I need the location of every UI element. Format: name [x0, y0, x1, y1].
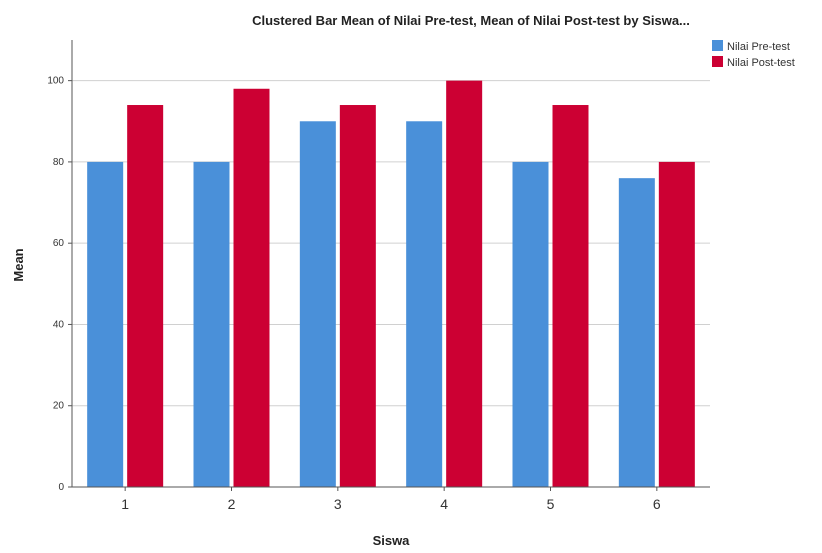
bar-nilai-pre-test-1 [87, 161, 124, 487]
x-tick-label: 1 [121, 496, 129, 512]
bars [87, 80, 695, 488]
x-tick-label: 2 [228, 496, 236, 512]
x-tick-label: 4 [440, 496, 448, 512]
x-tick-label: 5 [547, 496, 555, 512]
bar-nilai-pre-test-6 [618, 178, 655, 487]
legend-label: Nilai Pre-test [727, 41, 790, 53]
bar-nilai-post-test-2 [233, 88, 270, 487]
x-tick-label: 3 [334, 496, 342, 512]
legend-swatch [712, 56, 723, 67]
bar-nilai-pre-test-5 [512, 161, 549, 487]
bar-nilai-pre-test-2 [193, 161, 230, 487]
bar-nilai-post-test-4 [446, 80, 483, 488]
bar-nilai-post-test-1 [127, 105, 164, 487]
chart-title: Clustered Bar Mean of Nilai Pre-test, Me… [252, 13, 690, 28]
y-tick-label: 100 [47, 76, 64, 87]
y-tick-label: 40 [53, 319, 65, 330]
axes: 0 20 40 60 80 100 1 2 3 4 5 6 [47, 40, 710, 512]
gridlines [72, 80, 710, 407]
y-tick-label: 60 [53, 238, 65, 249]
x-tick-label: 6 [653, 496, 661, 512]
bar-nilai-pre-test-4 [406, 121, 443, 487]
bar-nilai-post-test-6 [658, 161, 695, 487]
legend-swatch [712, 40, 723, 51]
legend-label: Nilai Post-test [727, 57, 795, 69]
legend: Nilai Pre-test Nilai Post-test [712, 40, 795, 69]
y-tick-label: 80 [53, 157, 65, 168]
bar-nilai-post-test-5 [552, 105, 589, 487]
y-tick-label: 0 [58, 482, 64, 493]
bar-nilai-pre-test-3 [299, 121, 336, 487]
y-axis-title: Mean [11, 248, 26, 281]
bar-nilai-post-test-3 [339, 105, 376, 487]
y-tick-label: 20 [53, 401, 65, 412]
x-axis-title: Siswa [373, 533, 411, 548]
